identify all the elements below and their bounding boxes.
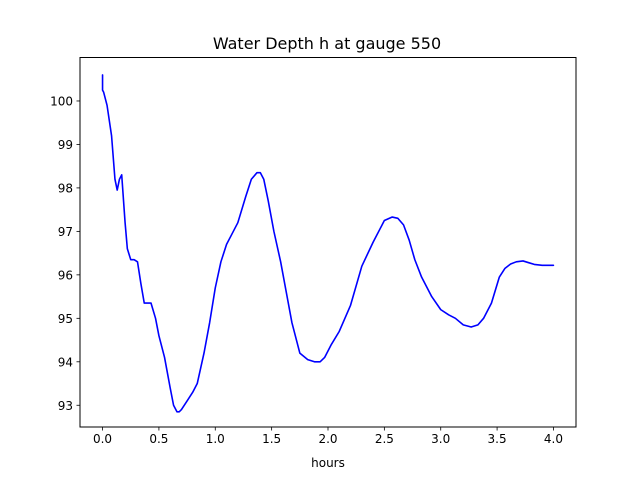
y-tick-label: 93 (58, 399, 73, 413)
plot-frame (79, 57, 577, 428)
y-tick-label: 100 (50, 94, 73, 108)
x-tick-label: 1.0 (206, 432, 225, 446)
x-tick-label: 0.5 (149, 432, 168, 446)
y-tick-label: 94 (58, 355, 73, 369)
y-tick-label: 97 (58, 225, 73, 239)
x-tick-label: 2.5 (375, 432, 394, 446)
y-tick-label: 99 (58, 138, 73, 152)
x-tick-label: 0.0 (93, 432, 112, 446)
x-tick-label: 1.5 (262, 432, 281, 446)
y-tick-label: 96 (58, 268, 73, 282)
x-axis-label: hours (311, 456, 345, 470)
y-tick-label: 95 (58, 312, 73, 326)
x-tick-label: 3.5 (488, 432, 507, 446)
x-tick-label: 2.0 (318, 432, 337, 446)
y-tick-label: 98 (58, 181, 73, 195)
x-tick-label: 3.0 (431, 432, 450, 446)
series-layer (101, 74, 555, 413)
series-line-0 (101, 74, 555, 413)
axes-layer: 0.0 0.5 1.0 1.5 2.0 2.5 3.0 3.5 4.0 93 94 95 96 97 98 9… (50, 94, 563, 446)
x-tick-label: 4.0 (544, 432, 563, 446)
chart-title: Water Depth h at gauge 550 (213, 34, 441, 53)
